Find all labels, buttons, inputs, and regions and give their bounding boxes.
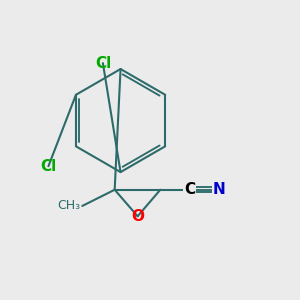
Text: C: C — [184, 182, 195, 197]
Text: O: O — [131, 209, 144, 224]
Text: CH₃: CH₃ — [58, 200, 81, 212]
Text: Cl: Cl — [95, 56, 111, 70]
Text: N: N — [213, 182, 226, 197]
Text: Cl: Cl — [40, 159, 56, 174]
